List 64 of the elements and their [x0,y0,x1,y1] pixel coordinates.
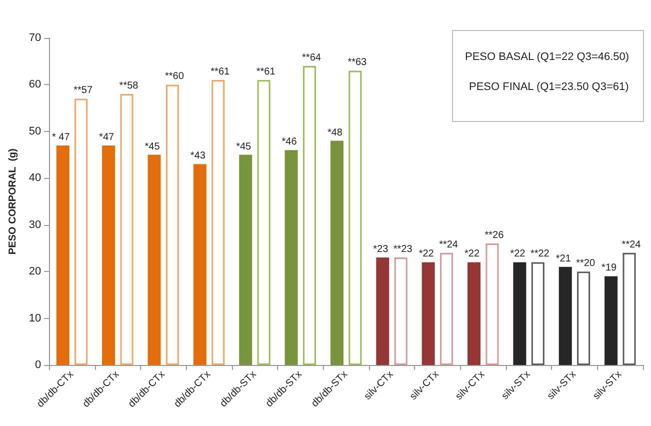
y-tick-label: 10 [28,312,42,324]
data-label: **64 [302,52,322,64]
data-label: *22 [418,248,434,260]
bar [604,276,618,365]
data-label: *45 [144,141,160,152]
y-tick-label: 30 [28,218,42,231]
bar [330,140,344,365]
data-label: **22 [530,248,550,260]
data-label: **24 [439,239,458,250]
data-label: * 47 [52,132,70,143]
data-label: **60 [164,71,184,82]
bar [513,262,526,365]
data-label: **61 [210,66,230,78]
data-label: *45 [236,141,252,152]
bar [284,150,298,365]
y-tick-label: 40 [28,172,42,184]
bar [120,94,134,365]
bar [193,164,206,365]
data-label: **24 [622,239,642,250]
data-label: **26 [484,230,504,242]
data-label: *43 [190,150,206,162]
bar [257,80,270,365]
data-label: **23 [393,244,413,256]
data-label: *48 [327,127,343,138]
y-tick-label: 0 [35,359,42,371]
bar [531,262,544,365]
data-label: *47 [99,132,115,143]
data-label: **57 [74,85,93,96]
bar [166,84,179,365]
bar [486,244,499,365]
annotation: PESO FINAL (Q1=23.50 Q3=61) [469,81,629,93]
bar [558,266,572,365]
bar [148,154,161,365]
y-tick-label: 70 [28,32,42,44]
bar [212,80,225,365]
annotation: PESO BASAL (Q1=22 Q3=46.50) [465,51,630,63]
data-label: **63 [348,57,368,68]
data-label: *21 [556,253,572,264]
y-tick-label: 50 [28,125,42,138]
data-label: *22 [464,248,480,260]
bar [468,262,481,365]
bar [376,258,390,365]
data-label: *19 [602,262,618,274]
bar [422,262,435,365]
bar [302,66,316,365]
bar [622,252,636,365]
bar [239,154,252,365]
bar [348,70,362,365]
bar [394,258,408,365]
data-label: **20 [576,258,596,270]
y-tick-label: 20 [28,266,42,278]
text-box: PESO BASAL (Q1=22 Q3=46.50) PESO FINAL (Q1=23.50 Q3=61) [452,30,644,122]
bar [74,98,88,365]
data-label: **61 [256,66,276,78]
bar [577,272,590,365]
data-label: *23 [373,244,389,256]
y-axis-title: PESO CORPORAL (g) [8,148,18,254]
data-label: *46 [282,136,298,148]
data-label: **58 [119,80,139,92]
bar [440,252,454,365]
y-tick-label: 60 [28,78,42,91]
data-label: *22 [510,248,526,260]
bar [56,145,70,365]
bar [102,145,116,365]
